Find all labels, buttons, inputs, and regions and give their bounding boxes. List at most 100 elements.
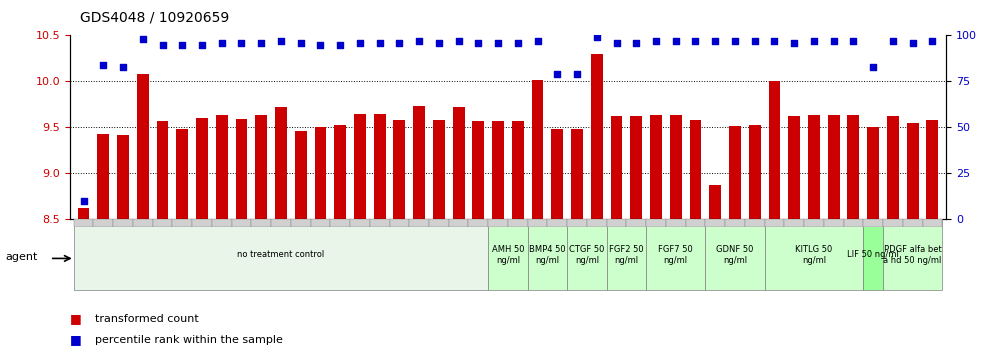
- Text: transformed count: transformed count: [95, 314, 198, 324]
- Bar: [650, 115, 662, 354]
- FancyBboxPatch shape: [646, 219, 666, 227]
- Text: FGF2 50
ng/ml: FGF2 50 ng/ml: [610, 245, 643, 264]
- FancyBboxPatch shape: [449, 219, 468, 227]
- Point: [667, 38, 683, 44]
- FancyBboxPatch shape: [74, 219, 94, 227]
- Bar: [808, 115, 820, 354]
- Bar: [670, 115, 681, 354]
- Bar: [453, 107, 464, 354]
- FancyBboxPatch shape: [745, 219, 765, 227]
- FancyBboxPatch shape: [567, 219, 587, 227]
- Point: [313, 42, 329, 47]
- FancyBboxPatch shape: [152, 219, 172, 227]
- Point: [826, 38, 842, 44]
- FancyBboxPatch shape: [883, 219, 902, 227]
- Point: [490, 40, 506, 46]
- FancyBboxPatch shape: [251, 219, 271, 227]
- Bar: [413, 106, 425, 354]
- Bar: [156, 121, 168, 354]
- Point: [134, 36, 150, 42]
- FancyBboxPatch shape: [567, 219, 607, 290]
- Point: [214, 40, 230, 46]
- Bar: [354, 114, 366, 354]
- Point: [904, 40, 920, 46]
- Point: [470, 40, 486, 46]
- Point: [273, 38, 289, 44]
- Point: [687, 38, 703, 44]
- Bar: [176, 129, 188, 354]
- Bar: [275, 107, 287, 354]
- Point: [786, 40, 802, 46]
- Bar: [630, 116, 642, 354]
- Point: [372, 40, 387, 46]
- Bar: [848, 115, 860, 354]
- Point: [154, 42, 170, 47]
- Bar: [492, 121, 504, 354]
- Bar: [689, 120, 701, 354]
- Point: [924, 38, 940, 44]
- FancyBboxPatch shape: [94, 219, 114, 227]
- Bar: [926, 120, 938, 354]
- Point: [707, 38, 723, 44]
- Point: [806, 38, 822, 44]
- FancyBboxPatch shape: [271, 219, 291, 227]
- FancyBboxPatch shape: [331, 219, 350, 227]
- Text: AMH 50
ng/ml: AMH 50 ng/ml: [492, 245, 524, 264]
- Point: [569, 71, 585, 77]
- FancyBboxPatch shape: [488, 219, 508, 227]
- FancyBboxPatch shape: [765, 219, 784, 227]
- FancyBboxPatch shape: [765, 219, 864, 290]
- Point: [253, 40, 269, 46]
- FancyBboxPatch shape: [389, 219, 409, 227]
- Point: [747, 38, 763, 44]
- Bar: [393, 120, 405, 354]
- Text: FGF7 50
ng/ml: FGF7 50 ng/ml: [658, 245, 693, 264]
- Bar: [315, 127, 327, 354]
- FancyBboxPatch shape: [409, 219, 429, 227]
- Bar: [729, 126, 741, 354]
- Point: [628, 40, 644, 46]
- FancyBboxPatch shape: [666, 219, 685, 227]
- Bar: [887, 116, 898, 354]
- FancyBboxPatch shape: [74, 219, 488, 290]
- Point: [884, 38, 900, 44]
- Bar: [769, 81, 781, 354]
- FancyBboxPatch shape: [548, 219, 567, 227]
- FancyBboxPatch shape: [804, 219, 824, 227]
- FancyBboxPatch shape: [607, 219, 646, 290]
- FancyBboxPatch shape: [883, 219, 942, 290]
- FancyBboxPatch shape: [705, 219, 765, 290]
- Bar: [118, 135, 128, 354]
- Bar: [749, 125, 761, 354]
- Text: GDS4048 / 10920659: GDS4048 / 10920659: [80, 11, 229, 25]
- Text: GDNF 50
ng/ml: GDNF 50 ng/ml: [716, 245, 754, 264]
- Bar: [78, 209, 90, 354]
- Bar: [709, 184, 721, 354]
- Point: [510, 40, 526, 46]
- Text: LIF 50 ng/ml: LIF 50 ng/ml: [848, 250, 899, 259]
- FancyBboxPatch shape: [824, 219, 844, 227]
- FancyBboxPatch shape: [844, 219, 864, 227]
- FancyBboxPatch shape: [468, 219, 488, 227]
- Bar: [295, 131, 307, 354]
- Bar: [196, 118, 208, 354]
- Point: [530, 38, 546, 44]
- FancyBboxPatch shape: [291, 219, 311, 227]
- Point: [76, 198, 92, 204]
- Bar: [255, 115, 267, 354]
- Bar: [472, 121, 484, 354]
- FancyBboxPatch shape: [528, 219, 567, 290]
- FancyBboxPatch shape: [902, 219, 922, 227]
- FancyBboxPatch shape: [626, 219, 646, 227]
- FancyBboxPatch shape: [429, 219, 449, 227]
- FancyBboxPatch shape: [646, 219, 705, 290]
- Point: [846, 38, 862, 44]
- Bar: [374, 114, 385, 354]
- Point: [866, 64, 881, 69]
- Point: [352, 40, 368, 46]
- Point: [174, 42, 190, 47]
- FancyBboxPatch shape: [725, 219, 745, 227]
- FancyBboxPatch shape: [685, 219, 705, 227]
- Bar: [906, 123, 918, 354]
- Bar: [136, 74, 148, 354]
